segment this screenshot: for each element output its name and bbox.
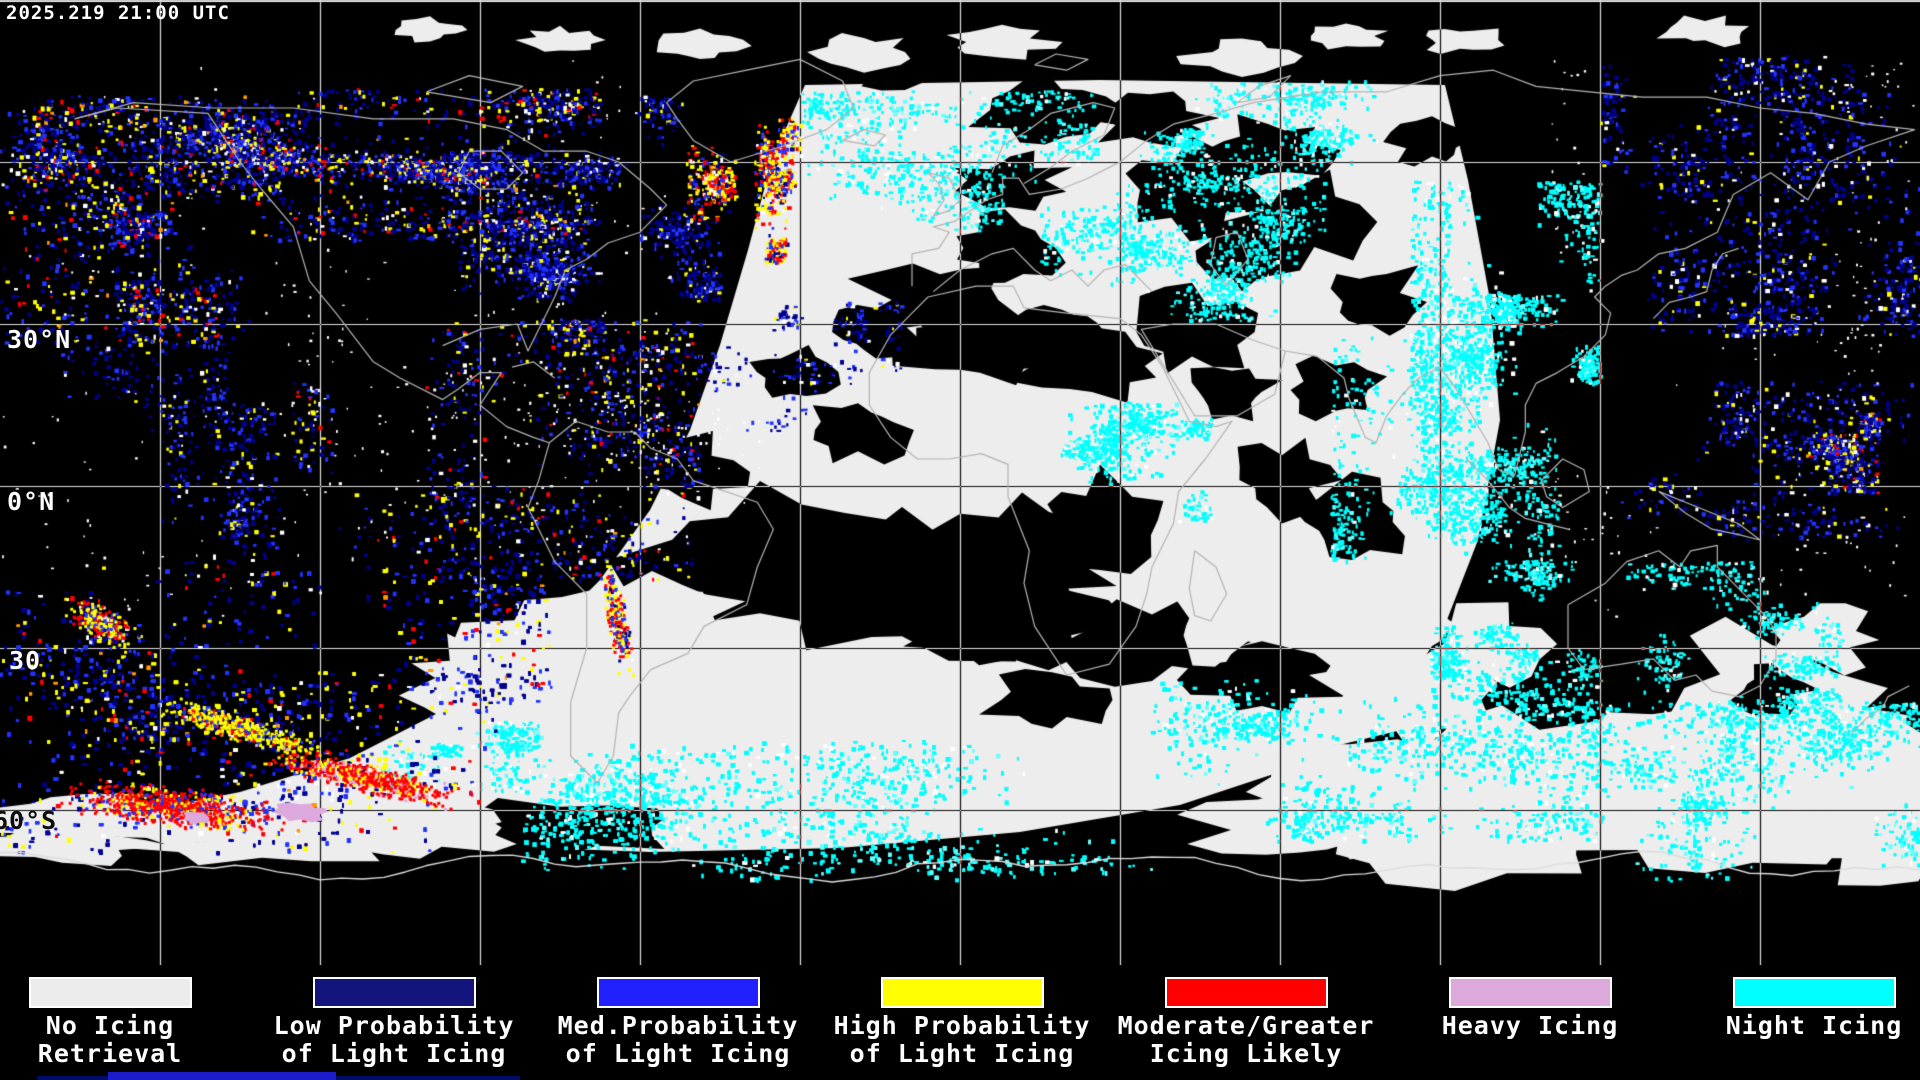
world-icing-map <box>0 0 1920 965</box>
legend-label: of Light Icing <box>565 1039 791 1068</box>
latitude-label-30n: 30°N <box>7 325 72 354</box>
legend-label: Heavy Icing <box>1441 1011 1619 1040</box>
legend-swatch-med-probability-of-light-icing <box>596 977 760 1008</box>
legend: No Icing Retrieval Low Probability of Light… <box>0 965 1920 1080</box>
latitude-label-30s: 30 <box>9 646 42 675</box>
legend-label: of Light Icing <box>849 1039 1075 1068</box>
legend-swatch-no-icing-retrieval <box>28 977 192 1008</box>
latitude-label-0n: 0°N <box>7 487 56 516</box>
legend-swatch-heavy-icing <box>1448 977 1612 1008</box>
bottom-navy-strip-right <box>336 1076 520 1080</box>
legend-item-moderate-greater-icing-likely: Moderate/Greater Icing Likely <box>1104 965 1388 1068</box>
legend-item-heavy-icing: Heavy Icing <box>1388 965 1672 1040</box>
legend-swatch-moderate-greater-icing-likely <box>1164 977 1328 1008</box>
bottom-blue-strip <box>108 1072 336 1080</box>
timestamp: 2025.219 21:00 UTC <box>6 2 230 24</box>
legend-item-night-icing: Night Icing <box>1672 965 1920 1040</box>
legend-label: High Probability <box>833 1011 1091 1040</box>
legend-item-low-probability-of-light-icing: Low Probability of Light Icing <box>252 965 536 1068</box>
legend-item-med-probability-of-light-icing: Med.Probability of Light Icing <box>536 965 820 1068</box>
legend-label: Icing Likely <box>1149 1039 1343 1068</box>
legend-swatch-night-icing <box>1732 977 1896 1008</box>
legend-label: of Light Icing <box>281 1039 507 1068</box>
legend-swatch-low-probability-of-light-icing <box>312 977 476 1008</box>
legend-label: No Icing <box>45 1011 175 1040</box>
legend-label: Moderate/Greater <box>1117 1011 1375 1040</box>
legend-label: Low Probability <box>273 1011 515 1040</box>
latitude-label-60s: 60°S <box>0 806 58 835</box>
legend-item-high-probability-of-light-icing: High Probability of Light Icing <box>820 965 1104 1068</box>
legend-item-no-icing-retrieval: No Icing Retrieval <box>0 965 252 1068</box>
legend-label: Night Icing <box>1725 1011 1903 1040</box>
bottom-navy-strip-left <box>37 1076 108 1080</box>
legend-label: Med.Probability <box>557 1011 799 1040</box>
legend-label: Retrieval <box>37 1039 183 1068</box>
legend-swatch-high-probability-of-light-icing <box>880 977 1044 1008</box>
